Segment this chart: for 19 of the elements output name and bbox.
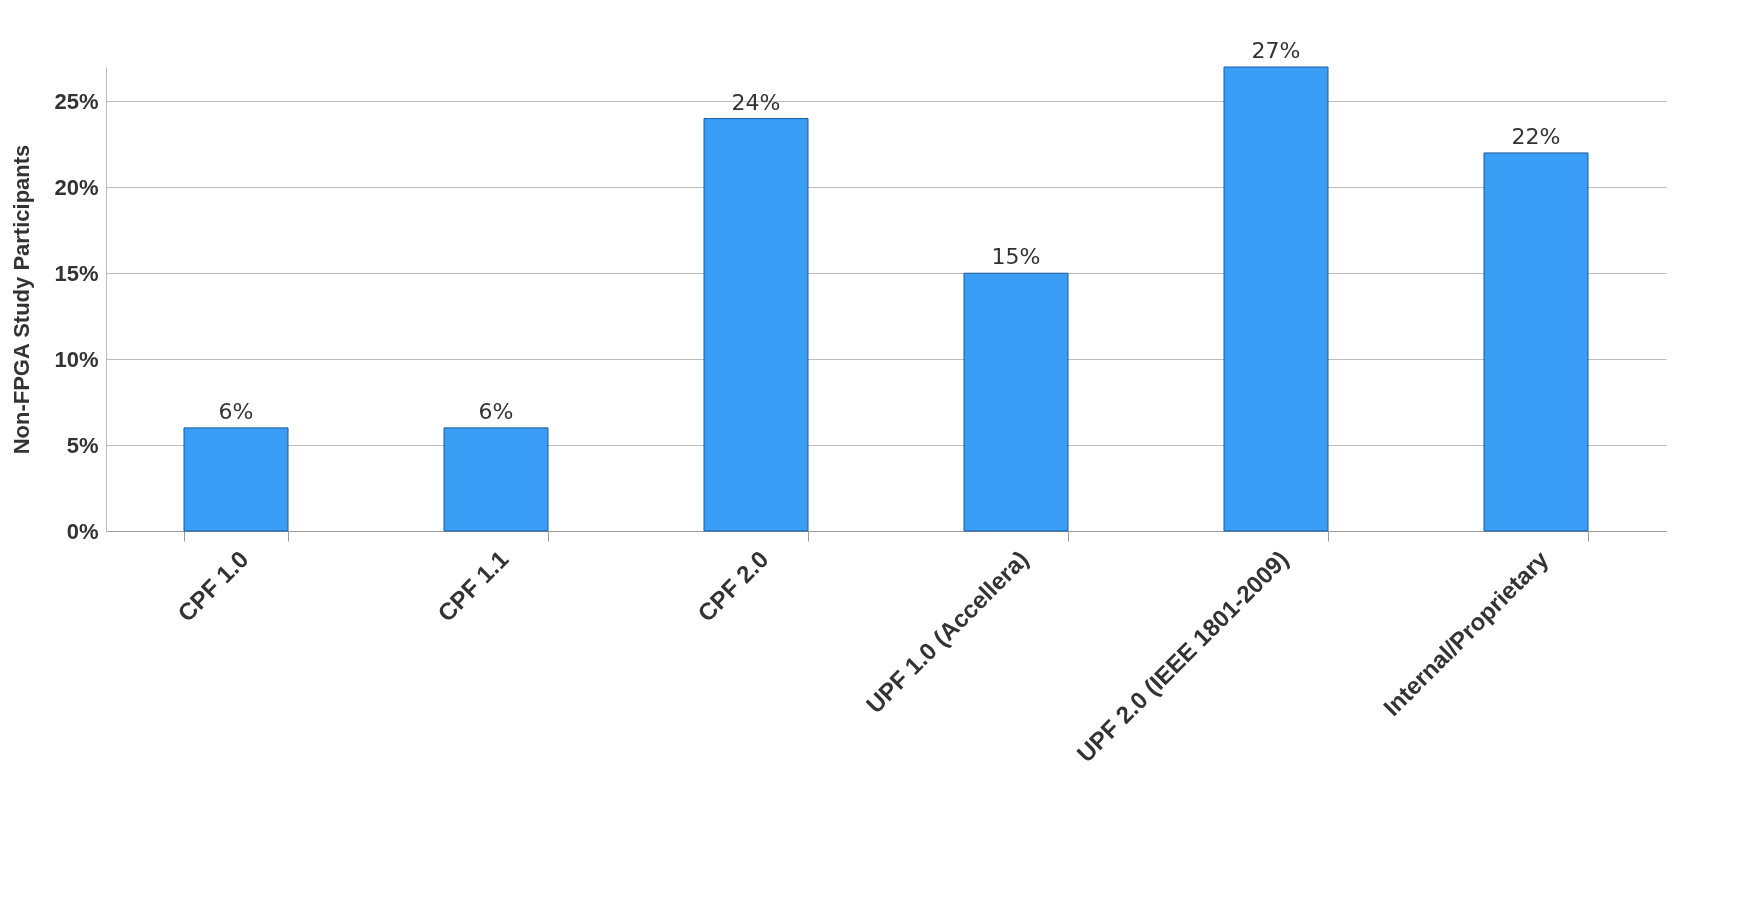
- bar: [183, 427, 289, 532]
- y-tick-label: 25%: [54, 88, 99, 114]
- y-tick-label: 15%: [54, 260, 99, 286]
- y-tick-label: 10%: [54, 346, 99, 372]
- data-label: 6%: [218, 398, 254, 424]
- bar: [703, 118, 809, 532]
- y-tick-label: 20%: [54, 174, 99, 200]
- data-label: 22%: [1511, 123, 1561, 149]
- bar: [1483, 152, 1589, 532]
- y-tick-label: 0%: [66, 518, 99, 544]
- y-tick-label: 5%: [66, 432, 99, 458]
- y-axis-title: Non-FPGA Study Participants: [9, 144, 35, 455]
- data-label: 27%: [1251, 38, 1301, 63]
- bar: [1223, 66, 1329, 532]
- data-label: 6%: [478, 398, 514, 424]
- bar: [963, 272, 1069, 532]
- data-label: 24%: [731, 89, 781, 115]
- data-label: 15%: [991, 244, 1041, 270]
- bar: [443, 427, 549, 532]
